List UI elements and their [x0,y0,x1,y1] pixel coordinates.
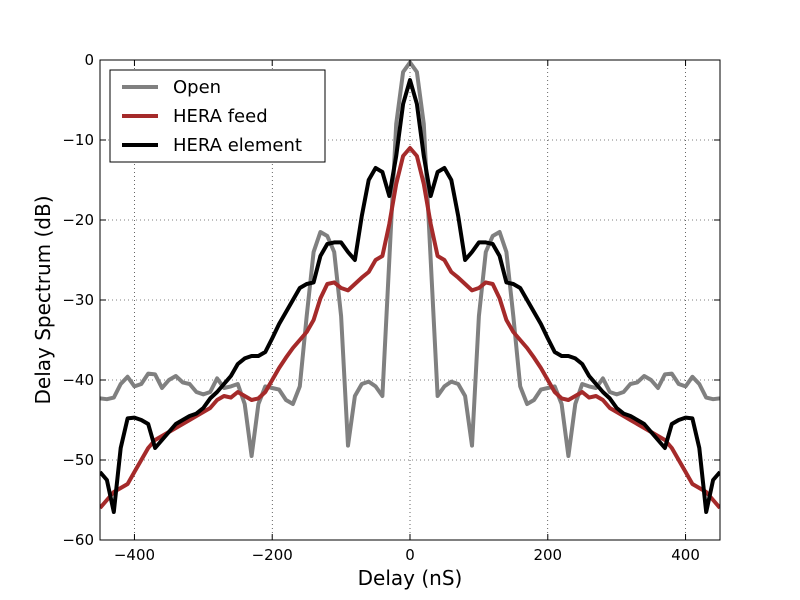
series-line-hera-element [100,78,720,514]
x-tick-label: 400 [671,546,700,564]
legend: Open HERA feed HERA element [109,69,326,163]
y-axis-title: Delay Spectrum (dB) [31,195,55,404]
axis-ticks: −400 −200 0 200 400 −60 −50 −40 −30 −20 −10 0 [62,51,720,564]
y-tick-label: −60 [62,531,94,549]
series-line-hera-feed [100,146,720,510]
y-tick-label: −50 [62,451,94,469]
y-tick-label: −20 [62,211,94,229]
x-tick-label: −400 [114,546,155,564]
legend-label-hera-element: HERA element [173,135,302,156]
x-tick-label: −200 [252,546,293,564]
y-tick-label: 0 [84,51,94,69]
y-tick-label: −40 [62,371,94,389]
y-tick-label: −10 [62,131,94,149]
legend-label-hera-feed: HERA feed [173,106,268,127]
legend-label-open: Open [173,77,221,98]
y-tick-label: −30 [62,291,94,309]
x-axis-title: Delay (nS) [358,566,463,590]
x-tick-label: 0 [405,546,415,564]
x-tick-label: 200 [533,546,562,564]
